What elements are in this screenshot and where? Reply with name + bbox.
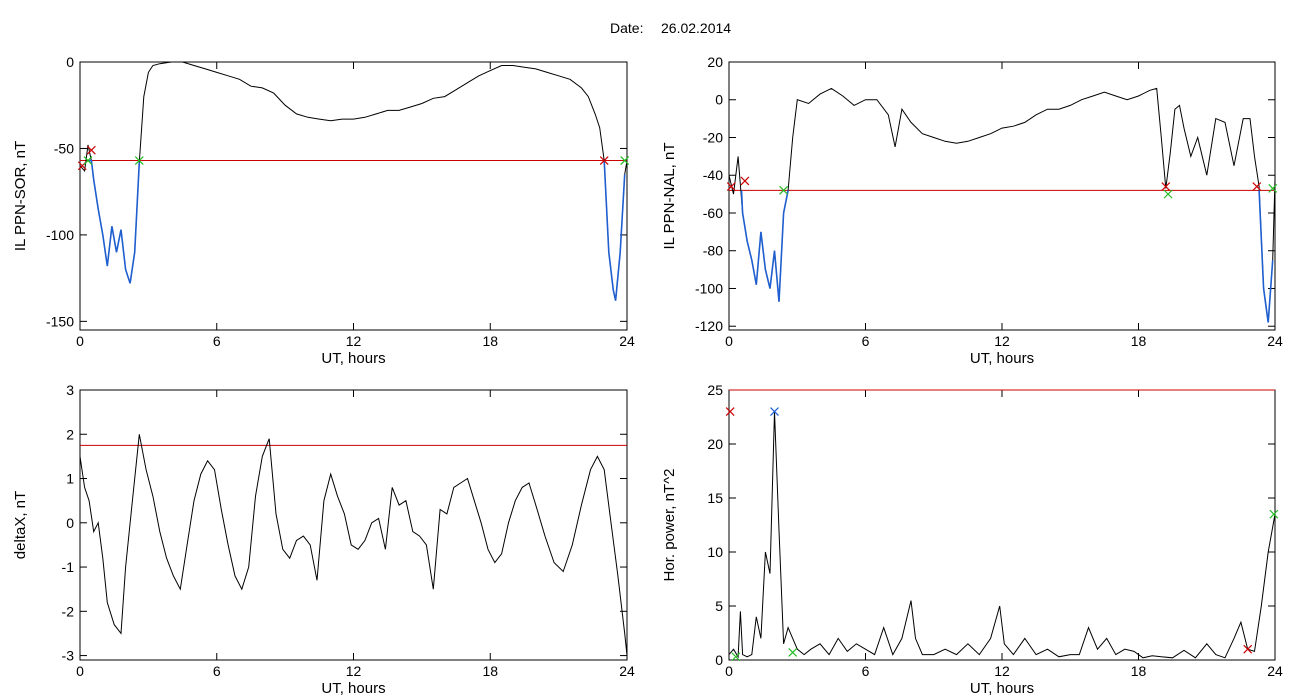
chart-top-left-marker	[83, 156, 93, 165]
chart-top-right-x-tick-label: 6	[862, 333, 870, 349]
chart-top-left-y-tick-label: 0	[66, 54, 74, 70]
chart-bottom-right: 0 6 12 18 24 0 5 10 15 20 25 UT, hours Hor. power, n…	[661, 382, 1283, 697]
chart-bottom-left-series-line-0	[80, 434, 627, 656]
chart-bottom-left-plot-frame	[79, 389, 628, 661]
chart-bottom-left-xlabel: UT, hours	[321, 680, 385, 697]
chart-top-left: 0 6 12 18 24 -150 -100 -50 0 UT, hours IL PPN-SOR,…	[12, 54, 635, 367]
chart-bottom-right-marker	[788, 648, 798, 657]
chart-top-right-marker	[1161, 182, 1171, 191]
chart-bottom-right-marker	[731, 652, 741, 662]
chart-top-left-ylabel: IL PPN-SOR, nT	[12, 141, 29, 251]
chart-bottom-left-x-tick-label: 18	[482, 663, 498, 679]
chart-bottom-right-y-tick-label: 25	[707, 382, 723, 398]
chart-bottom-right-y-tick-label: 10	[707, 544, 723, 560]
chart-bottom-right-y-tick-label: 0	[715, 652, 723, 668]
chart-bottom-right-x-tick-label: 18	[1131, 663, 1147, 679]
chart-top-right-series-line-1	[740, 190, 789, 302]
chart-top-right-xlabel: UT, hours	[970, 350, 1034, 367]
chart-top-right-x-tick-label: 18	[1131, 333, 1147, 349]
chart-top-right-series-line-2	[1258, 190, 1274, 323]
chart-bottom-left-x-tick-label: 0	[76, 663, 84, 679]
chart-top-left-series-line-2	[603, 160, 626, 301]
chart-top-left-marker	[86, 145, 96, 155]
chart-top-right-ylabel: IL PPN-NAL, nT	[661, 143, 678, 250]
chart-top-right-marker	[1163, 189, 1173, 199]
chart-bottom-left-x-tick-label: 24	[619, 663, 635, 679]
chart-bottom-left-y-tick-label: 1	[66, 471, 74, 487]
chart-top-left-y-tick-label: -50	[54, 140, 74, 156]
chart-top-left-x-tick-label: 0	[76, 333, 84, 349]
chart-bottom-right-marker	[770, 407, 779, 417]
chart-top-right-marker	[726, 182, 736, 191]
chart-bottom-right-x-tick-label: 24	[1267, 663, 1283, 679]
chart-top-left-xlabel: UT, hours	[321, 350, 385, 367]
chart-top-right-series-line-0	[729, 87, 1275, 323]
chart-bottom-right-marker	[1243, 644, 1253, 654]
chart-bottom-right-y-tick-label: 5	[715, 598, 723, 614]
chart-bottom-left-y-tick-label: -2	[62, 603, 75, 619]
chart-bottom-left-y-tick-label: 0	[66, 515, 74, 531]
chart-bottom-right-xlabel: UT, hours	[970, 680, 1034, 697]
chart-bottom-right-marker	[725, 407, 735, 417]
chart-top-right-marker	[1268, 184, 1278, 193]
chart-top-left-x-tick-label: 24	[619, 333, 635, 349]
chart-bottom-left-x-tick-label: 6	[213, 663, 221, 679]
chart-bottom-right-x-tick-label: 0	[725, 663, 733, 679]
chart-bottom-right-series-line-0	[729, 411, 1275, 659]
chart-top-right-x-tick-label: 24	[1267, 333, 1283, 349]
chart-top-left-series-line-1	[88, 159, 141, 284]
date-value: 26.02.2014	[661, 20, 731, 36]
chart-top-right: 0 6 12 18 24 -120 -100 -80 -60 -40 -20 0 20 UT, hours…	[661, 54, 1283, 367]
chart-top-left-y-tick-label: -100	[46, 227, 74, 243]
chart-top-right-y-tick-label: -40	[703, 167, 723, 183]
chart-bottom-right-plot-frame	[728, 389, 1276, 661]
chart-top-left-y-tick-label: -150	[46, 313, 74, 329]
chart-bottom-left-y-tick-label: 2	[66, 426, 74, 442]
chart-bottom-left-x-tick-label: 12	[346, 663, 362, 679]
chart-top-right-marker	[740, 176, 750, 186]
chart-top-left-series-line-0	[80, 61, 627, 301]
chart-bottom-left-y-tick-label: 3	[66, 382, 74, 398]
chart-top-left-marker	[620, 156, 630, 165]
chart-top-right-y-tick-label: -60	[703, 205, 723, 221]
chart-top-right-y-tick-label: -80	[703, 243, 723, 259]
chart-bottom-right-x-tick-label: 12	[994, 663, 1010, 679]
chart-top-left-x-tick-label: 18	[482, 333, 498, 349]
chart-top-right-x-tick-label: 12	[994, 333, 1010, 349]
chart-bottom-right-x-tick-label: 6	[862, 663, 870, 679]
chart-top-right-y-tick-label: -120	[695, 318, 723, 334]
chart-bottom-left-y-tick-label: -1	[62, 559, 75, 575]
chart-bottom-left-y-tick-label: -3	[62, 648, 75, 664]
chart-bottom-left-ylabel: deltaX, nT	[12, 491, 29, 559]
chart-top-right-y-tick-label: -20	[703, 129, 723, 145]
chart-top-right-y-tick-label: 20	[707, 54, 723, 70]
chart-top-left-plot-frame	[79, 61, 628, 331]
date-label: Date:	[610, 20, 643, 36]
chart-bottom-right-ylabel: Hor. power, nT^2	[661, 469, 678, 582]
chart-top-right-marker	[779, 185, 789, 195]
chart-bottom-right-marker	[1269, 509, 1279, 519]
chart-top-left-x-tick-label: 12	[346, 333, 362, 349]
chart-top-left-marker	[134, 156, 144, 165]
chart-bottom-right-y-tick-label: 20	[707, 436, 723, 452]
chart-top-left-marker	[599, 156, 609, 165]
chart-top-right-y-tick-label: 0	[715, 92, 723, 108]
chart-bottom-right-y-tick-label: 15	[707, 490, 723, 506]
chart-top-right-marker	[1252, 182, 1262, 191]
chart-top-right-y-tick-label: -100	[695, 280, 723, 296]
chart-top-left-x-tick-label: 6	[213, 333, 221, 349]
chart-top-right-x-tick-label: 0	[725, 333, 733, 349]
